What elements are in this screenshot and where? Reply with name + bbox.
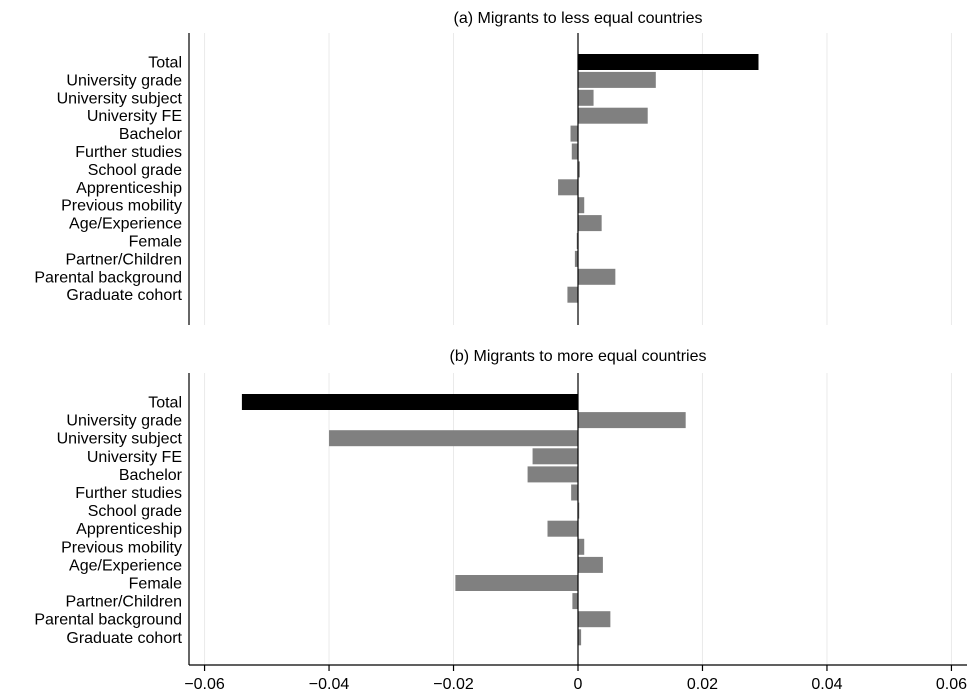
panel-b-category-label-11: Partner/Children: [66, 594, 183, 611]
panel-a-bar-0: [578, 54, 759, 70]
panel-b-bar-13: [578, 629, 582, 646]
panel-a-category-label-3: University FE: [87, 108, 182, 125]
panel-b-bar-12: [578, 611, 611, 628]
panel-b-bar-6: [578, 502, 580, 519]
x-tick-label-0: −0.06: [184, 676, 225, 693]
panel-b-bar-11: [572, 593, 578, 610]
x-tick-label-6: 0.06: [936, 676, 967, 693]
panel-a-category-label-7: Apprenticeship: [76, 180, 182, 197]
panel-a-category-label-4: Bachelor: [119, 126, 183, 143]
panel-b-category-label-3: University FE: [87, 449, 182, 466]
panel-a-category-label-9: Age/Experience: [69, 216, 182, 233]
x-tick-label-3: 0: [574, 676, 583, 693]
panel-b-category-label-5: Further studies: [75, 485, 182, 502]
panel-b-category-label-6: School grade: [88, 503, 182, 520]
x-tick-label-4: 0.02: [687, 676, 718, 693]
panel-b-category-label-1: University grade: [66, 413, 182, 430]
panel-a-bar-11: [574, 250, 578, 267]
panel-a-bar-13: [567, 286, 578, 303]
panel-a-category-label-8: Previous mobility: [61, 198, 182, 215]
panel-a-bar-6: [578, 161, 580, 178]
panel-a-bar-9: [578, 215, 602, 232]
panel-a-category-label-6: School grade: [88, 162, 182, 179]
panel-b-bar-1: [578, 412, 686, 429]
panel-b-bar-8: [578, 538, 585, 555]
panel-a-title: (a) Migrants to less equal countries: [454, 10, 703, 27]
panel-a-bar-1: [578, 71, 656, 88]
panel-a-bar-5: [571, 143, 578, 160]
panel-a-category-label-10: Female: [129, 234, 182, 251]
panel-a-category-label-12: Parental background: [34, 269, 182, 286]
panel-b-category-label-4: Bachelor: [119, 467, 183, 484]
panel-b-category-label-7: Apprenticeship: [76, 521, 182, 538]
panel-a-bar-10: [576, 233, 578, 249]
panel-b-category-label-9: Age/Experience: [69, 557, 182, 574]
panel-a-bar-4: [570, 125, 578, 142]
panel-a-category-label-13: Graduate cohort: [66, 287, 182, 304]
panel-b-bar-4: [527, 466, 578, 483]
panel-b-bar-7: [547, 520, 578, 537]
x-tick-label-1: −0.04: [309, 676, 350, 693]
panel-a-category-label-0: Total: [148, 55, 182, 72]
panel-a-category-label-1: University grade: [66, 72, 182, 89]
panel-b-title: (b) Migrants to more equal countries: [450, 348, 707, 365]
x-tick-label-2: −0.02: [433, 676, 474, 693]
panel-a-bar-12: [578, 268, 616, 285]
panel-a-category-label-2: University subject: [57, 90, 183, 107]
panel-b-bar-10: [455, 575, 578, 591]
panel-b-bar-3: [532, 448, 578, 465]
panel-a-bar-7: [558, 179, 578, 196]
panel-b-bar-2: [329, 430, 578, 447]
panel-b-category-label-10: Female: [129, 576, 182, 593]
panel-a-bar-2: [578, 89, 594, 106]
panel-b-bar-0: [241, 394, 579, 410]
panel-a-bar-3: [578, 107, 648, 124]
x-tick-label-5: 0.04: [811, 676, 842, 693]
panel-b-category-label-0: Total: [148, 395, 182, 412]
panel-b-bar-9: [578, 556, 603, 573]
panel-b-category-label-2: University subject: [57, 431, 183, 448]
panel-b-category-label-13: Graduate cohort: [66, 630, 182, 647]
panel-a-category-label-11: Partner/Children: [66, 251, 183, 268]
panel-b-category-label-8: Previous mobility: [61, 539, 182, 556]
panel-b-bar-5: [571, 484, 578, 501]
panel-b-category-label-12: Parental background: [34, 612, 182, 629]
panel-a-bar-8: [578, 197, 585, 214]
panel-a-category-label-5: Further studies: [75, 144, 182, 161]
